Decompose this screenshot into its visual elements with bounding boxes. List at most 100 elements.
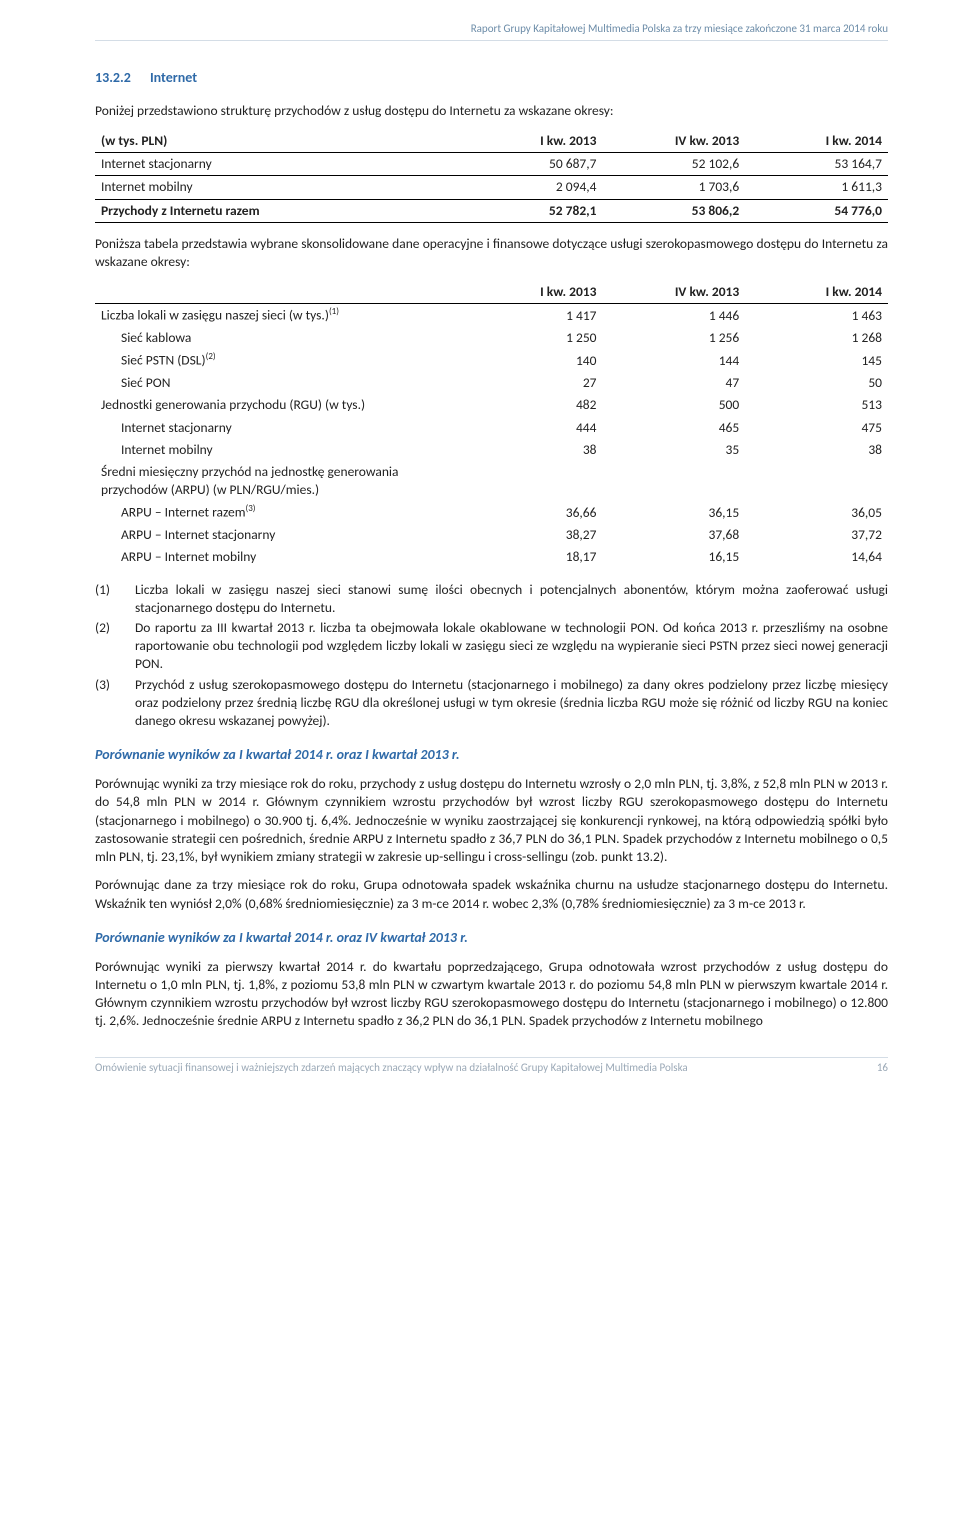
cell-value: 144 — [603, 349, 746, 372]
footnote: (1)Liczba lokali w zasięgu naszej sieci … — [95, 581, 888, 617]
revenue-table: (w tys. PLN) I kw. 2013 IV kw. 2013 I kw… — [95, 130, 888, 223]
footnote: (2)Do raportu za III kwartał 2013 r. lic… — [95, 619, 888, 674]
intro-2: Poniższa tabela przedstawia wybrane skon… — [95, 235, 888, 271]
table-row: Sieć PON274750 — [95, 372, 888, 394]
cell-value: 475 — [745, 417, 888, 439]
col-q1-2013: I kw. 2013 — [460, 281, 603, 304]
cell-value: 1 250 — [460, 327, 603, 349]
cell-value: 53 164,7 — [745, 153, 888, 176]
col-q4-2013: IV kw. 2013 — [603, 281, 746, 304]
footnote-number: (2) — [95, 619, 135, 674]
table-row: ARPU – Internet razem(3)36,6636,1536,05 — [95, 501, 888, 524]
cell-value: 14,64 — [745, 546, 888, 568]
col-label: (w tys. PLN) — [95, 130, 460, 153]
subheading-2: Porównanie wyników za I kwartał 2014 r. … — [95, 929, 888, 948]
col-q1-2013: I kw. 2013 — [460, 130, 603, 153]
table-total-row: Przychody z Internetu razem 52 782,1 53 … — [95, 199, 888, 222]
footnote-number: (3) — [95, 676, 135, 731]
cell-value: 38 — [745, 439, 888, 461]
cell-value — [745, 461, 888, 501]
cell-value: 140 — [460, 349, 603, 372]
cell-value: 16,15 — [603, 546, 746, 568]
cell-value: 2 094,4 — [460, 176, 603, 199]
cell-value: 50 687,7 — [460, 153, 603, 176]
cell-label: Internet mobilny — [95, 176, 460, 199]
cell-label: Sieć PON — [95, 372, 460, 394]
footnote-text: Przychód z usług szerokopasmowego dostęp… — [135, 676, 888, 731]
table-row: Liczba lokali w zasięgu naszej sieci (w … — [95, 304, 888, 327]
cell-label: ARPU – Internet stacjonarny — [95, 524, 460, 546]
footnotes: (1)Liczba lokali w zasięgu naszej sieci … — [95, 581, 888, 731]
cell-value: 444 — [460, 417, 603, 439]
cell-label: Internet stacjonarny — [95, 417, 460, 439]
cell-value: 1 268 — [745, 327, 888, 349]
cell-value: 500 — [603, 394, 746, 416]
cell-value: 37,72 — [745, 524, 888, 546]
page-footer: Omówienie sytuacji finansowej i ważniejs… — [95, 1057, 888, 1076]
col-label — [95, 281, 460, 304]
cell-value — [460, 461, 603, 501]
cell-value: 482 — [460, 394, 603, 416]
cell-value: 1 256 — [603, 327, 746, 349]
cell-value: 1 703,6 — [603, 176, 746, 199]
cell-value: 1 417 — [460, 304, 603, 327]
table-row: ARPU – Internet stacjonarny38,2737,6837,… — [95, 524, 888, 546]
table-row: Sieć PSTN (DSL)(2)140144145 — [95, 349, 888, 372]
table-row: Internet mobilny383538 — [95, 439, 888, 461]
cell-value: 52 782,1 — [460, 199, 603, 222]
cell-value: 1 463 — [745, 304, 888, 327]
cell-value: 54 776,0 — [745, 199, 888, 222]
cell-label: Średni miesięczny przychód na jednostkę … — [95, 461, 460, 501]
cell-value: 1 611,3 — [745, 176, 888, 199]
table-row: Internet stacjonarny 50 687,7 52 102,6 5… — [95, 153, 888, 176]
cell-value: 53 806,2 — [603, 199, 746, 222]
cell-value: 27 — [460, 372, 603, 394]
metrics-table: I kw. 2013 IV kw. 2013 I kw. 2014 Liczba… — [95, 281, 888, 568]
cell-value: 145 — [745, 349, 888, 372]
paragraph: Porównując wyniki za pierwszy kwartał 20… — [95, 958, 888, 1031]
cell-label: ARPU – Internet razem(3) — [95, 501, 460, 524]
cell-label: Liczba lokali w zasięgu naszej sieci (w … — [95, 304, 460, 327]
cell-label: Internet mobilny — [95, 439, 460, 461]
cell-value: 465 — [603, 417, 746, 439]
cell-value: 38 — [460, 439, 603, 461]
cell-label: Sieć PSTN (DSL)(2) — [95, 349, 460, 372]
section-heading: 13.2.2 Internet — [95, 69, 888, 88]
footnote-number: (1) — [95, 581, 135, 617]
cell-value: 513 — [745, 394, 888, 416]
cell-label: ARPU – Internet mobilny — [95, 546, 460, 568]
cell-value: 36,05 — [745, 501, 888, 524]
cell-value: 1 446 — [603, 304, 746, 327]
footnote-text: Do raportu za III kwartał 2013 r. liczba… — [135, 619, 888, 674]
paragraph: Porównując dane za trzy miesiące rok do … — [95, 876, 888, 912]
table-row: Internet stacjonarny444465475 — [95, 417, 888, 439]
section-number: 13.2.2 — [95, 69, 131, 86]
cell-value: 35 — [603, 439, 746, 461]
cell-label: Sieć kablowa — [95, 327, 460, 349]
paragraph: Porównując wyniki za trzy miesiące rok d… — [95, 775, 888, 866]
table-row: Sieć kablowa1 2501 2561 268 — [95, 327, 888, 349]
page-number: 16 — [877, 1061, 888, 1076]
cell-value: 52 102,6 — [603, 153, 746, 176]
cell-value: 18,17 — [460, 546, 603, 568]
cell-label: Przychody z Internetu razem — [95, 199, 460, 222]
footnote-text: Liczba lokali w zasięgu naszej sieci sta… — [135, 581, 888, 617]
table-row: Internet mobilny 2 094,4 1 703,6 1 611,3 — [95, 176, 888, 199]
footnote: (3)Przychód z usług szerokopasmowego dos… — [95, 676, 888, 731]
page-header: Raport Grupy Kapitałowej Multimedia Pols… — [95, 22, 888, 41]
cell-value: 47 — [603, 372, 746, 394]
cell-value: 36,15 — [603, 501, 746, 524]
intro-1: Poniżej przedstawiono strukturę przychod… — [95, 102, 888, 120]
col-q1-2014: I kw. 2014 — [745, 130, 888, 153]
col-q4-2013: IV kw. 2013 — [603, 130, 746, 153]
footer-text: Omówienie sytuacji finansowej i ważniejs… — [95, 1061, 688, 1076]
cell-value: 37,68 — [603, 524, 746, 546]
table-row: Jednostki generowania przychodu (RGU) (w… — [95, 394, 888, 416]
cell-value: 50 — [745, 372, 888, 394]
cell-value — [603, 461, 746, 501]
cell-value: 38,27 — [460, 524, 603, 546]
section-title: Internet — [150, 69, 197, 86]
table-row: Średni miesięczny przychód na jednostkę … — [95, 461, 888, 501]
col-q1-2014: I kw. 2014 — [745, 281, 888, 304]
subheading-1: Porównanie wyników za I kwartał 2014 r. … — [95, 746, 888, 765]
